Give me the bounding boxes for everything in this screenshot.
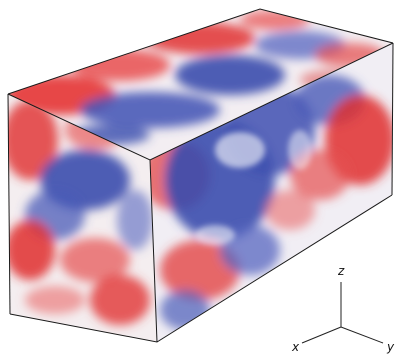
axis-triad (301, 282, 384, 344)
cube-right-face (150, 43, 393, 342)
cube-edges (7, 8, 394, 343)
cube-top-face (8, 9, 393, 160)
z-axis-label: z (337, 264, 345, 278)
y-axis-label: y (386, 340, 395, 354)
x-axis-line (301, 326, 342, 344)
x-axis-label: x (291, 340, 300, 354)
y-axis-line (340, 326, 384, 344)
